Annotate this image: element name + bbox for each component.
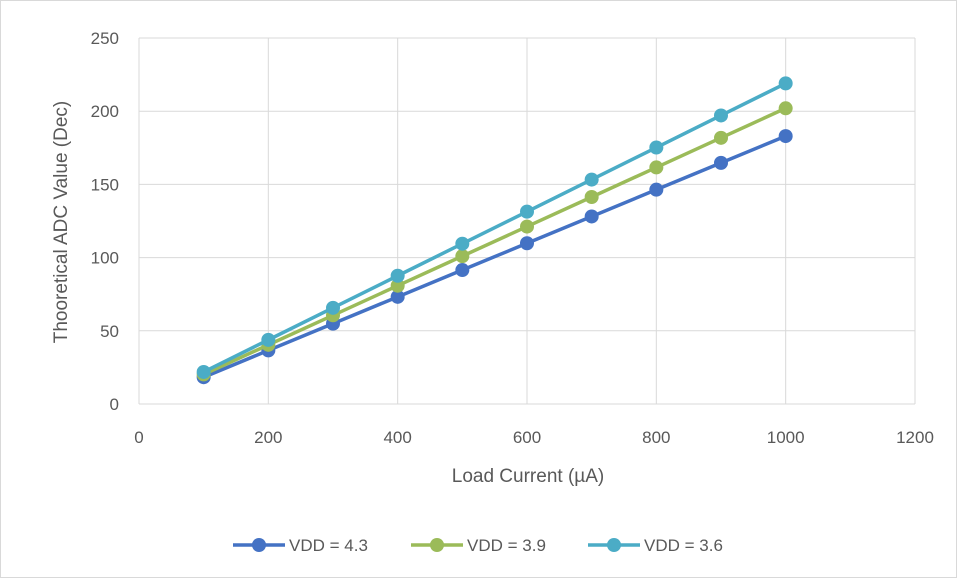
y-tick-label: 200: [91, 102, 119, 121]
x-axis-label: Load Current (µA): [452, 466, 604, 487]
y-tick-label: 50: [100, 322, 119, 341]
data-point: [584, 172, 599, 187]
x-tick-label: 800: [642, 428, 670, 447]
data-point: [714, 108, 728, 123]
data-point: [455, 236, 470, 251]
data-point: [390, 289, 405, 304]
data-point: [326, 300, 340, 315]
y-tick-label: 250: [91, 29, 119, 48]
data-point: [649, 182, 664, 197]
data-point: [520, 236, 534, 251]
y-tick-label: 0: [110, 395, 119, 414]
x-tick-label: 400: [383, 428, 411, 447]
series-1: [196, 129, 793, 385]
legend: VDD = 4.3 VDD = 3.9 VDD = 3.6: [233, 536, 723, 555]
legend-label: VDD = 3.6: [644, 536, 723, 555]
series-2: [196, 101, 793, 382]
series-line: [202, 106, 787, 377]
data-point: [584, 209, 599, 224]
x-tick-label: 0: [134, 428, 143, 447]
series-line: [202, 81, 787, 374]
data-point: [390, 268, 405, 283]
data-point: [778, 129, 793, 144]
y-tick-label: 150: [91, 175, 119, 194]
legend-label: VDD = 3.9: [467, 536, 546, 555]
legend-swatch-marker: [430, 538, 444, 552]
legend-swatch-marker: [252, 538, 266, 552]
legend-swatch-marker: [607, 538, 621, 552]
y-axis-ticks: 0 50 100 150 200 250: [91, 29, 119, 414]
data-point: [714, 130, 728, 145]
x-tick-label: 1000: [767, 428, 805, 447]
series-3: [196, 76, 793, 379]
x-tick-label: 200: [254, 428, 282, 447]
x-tick-label: 1200: [896, 428, 934, 447]
data-point: [390, 278, 405, 293]
legend-item: VDD = 3.9: [411, 536, 546, 555]
legend-item: VDD = 4.3: [233, 536, 368, 555]
data-point: [649, 160, 664, 175]
y-axis-label: Thooretical ADC Value (Dec): [51, 101, 72, 344]
legend-item: VDD = 3.6: [588, 536, 723, 555]
data-point: [455, 249, 470, 264]
data-point: [649, 140, 664, 155]
data-point: [520, 219, 534, 234]
y-tick-label: 100: [91, 249, 119, 268]
series-layer: [196, 76, 793, 385]
data-point: [714, 155, 728, 170]
data-point: [584, 189, 599, 204]
data-point: [261, 332, 276, 347]
data-point: [778, 101, 793, 116]
legend-label: VDD = 4.3: [289, 536, 368, 555]
data-point: [778, 76, 793, 91]
gridlines: [138, 37, 916, 405]
x-axis-ticks: 0 200 400 600 800 1000 1200: [134, 428, 934, 447]
series-line: [202, 134, 787, 379]
data-point: [520, 204, 534, 219]
data-point: [196, 364, 211, 379]
data-point: [455, 263, 470, 278]
x-tick-label: 600: [513, 428, 541, 447]
